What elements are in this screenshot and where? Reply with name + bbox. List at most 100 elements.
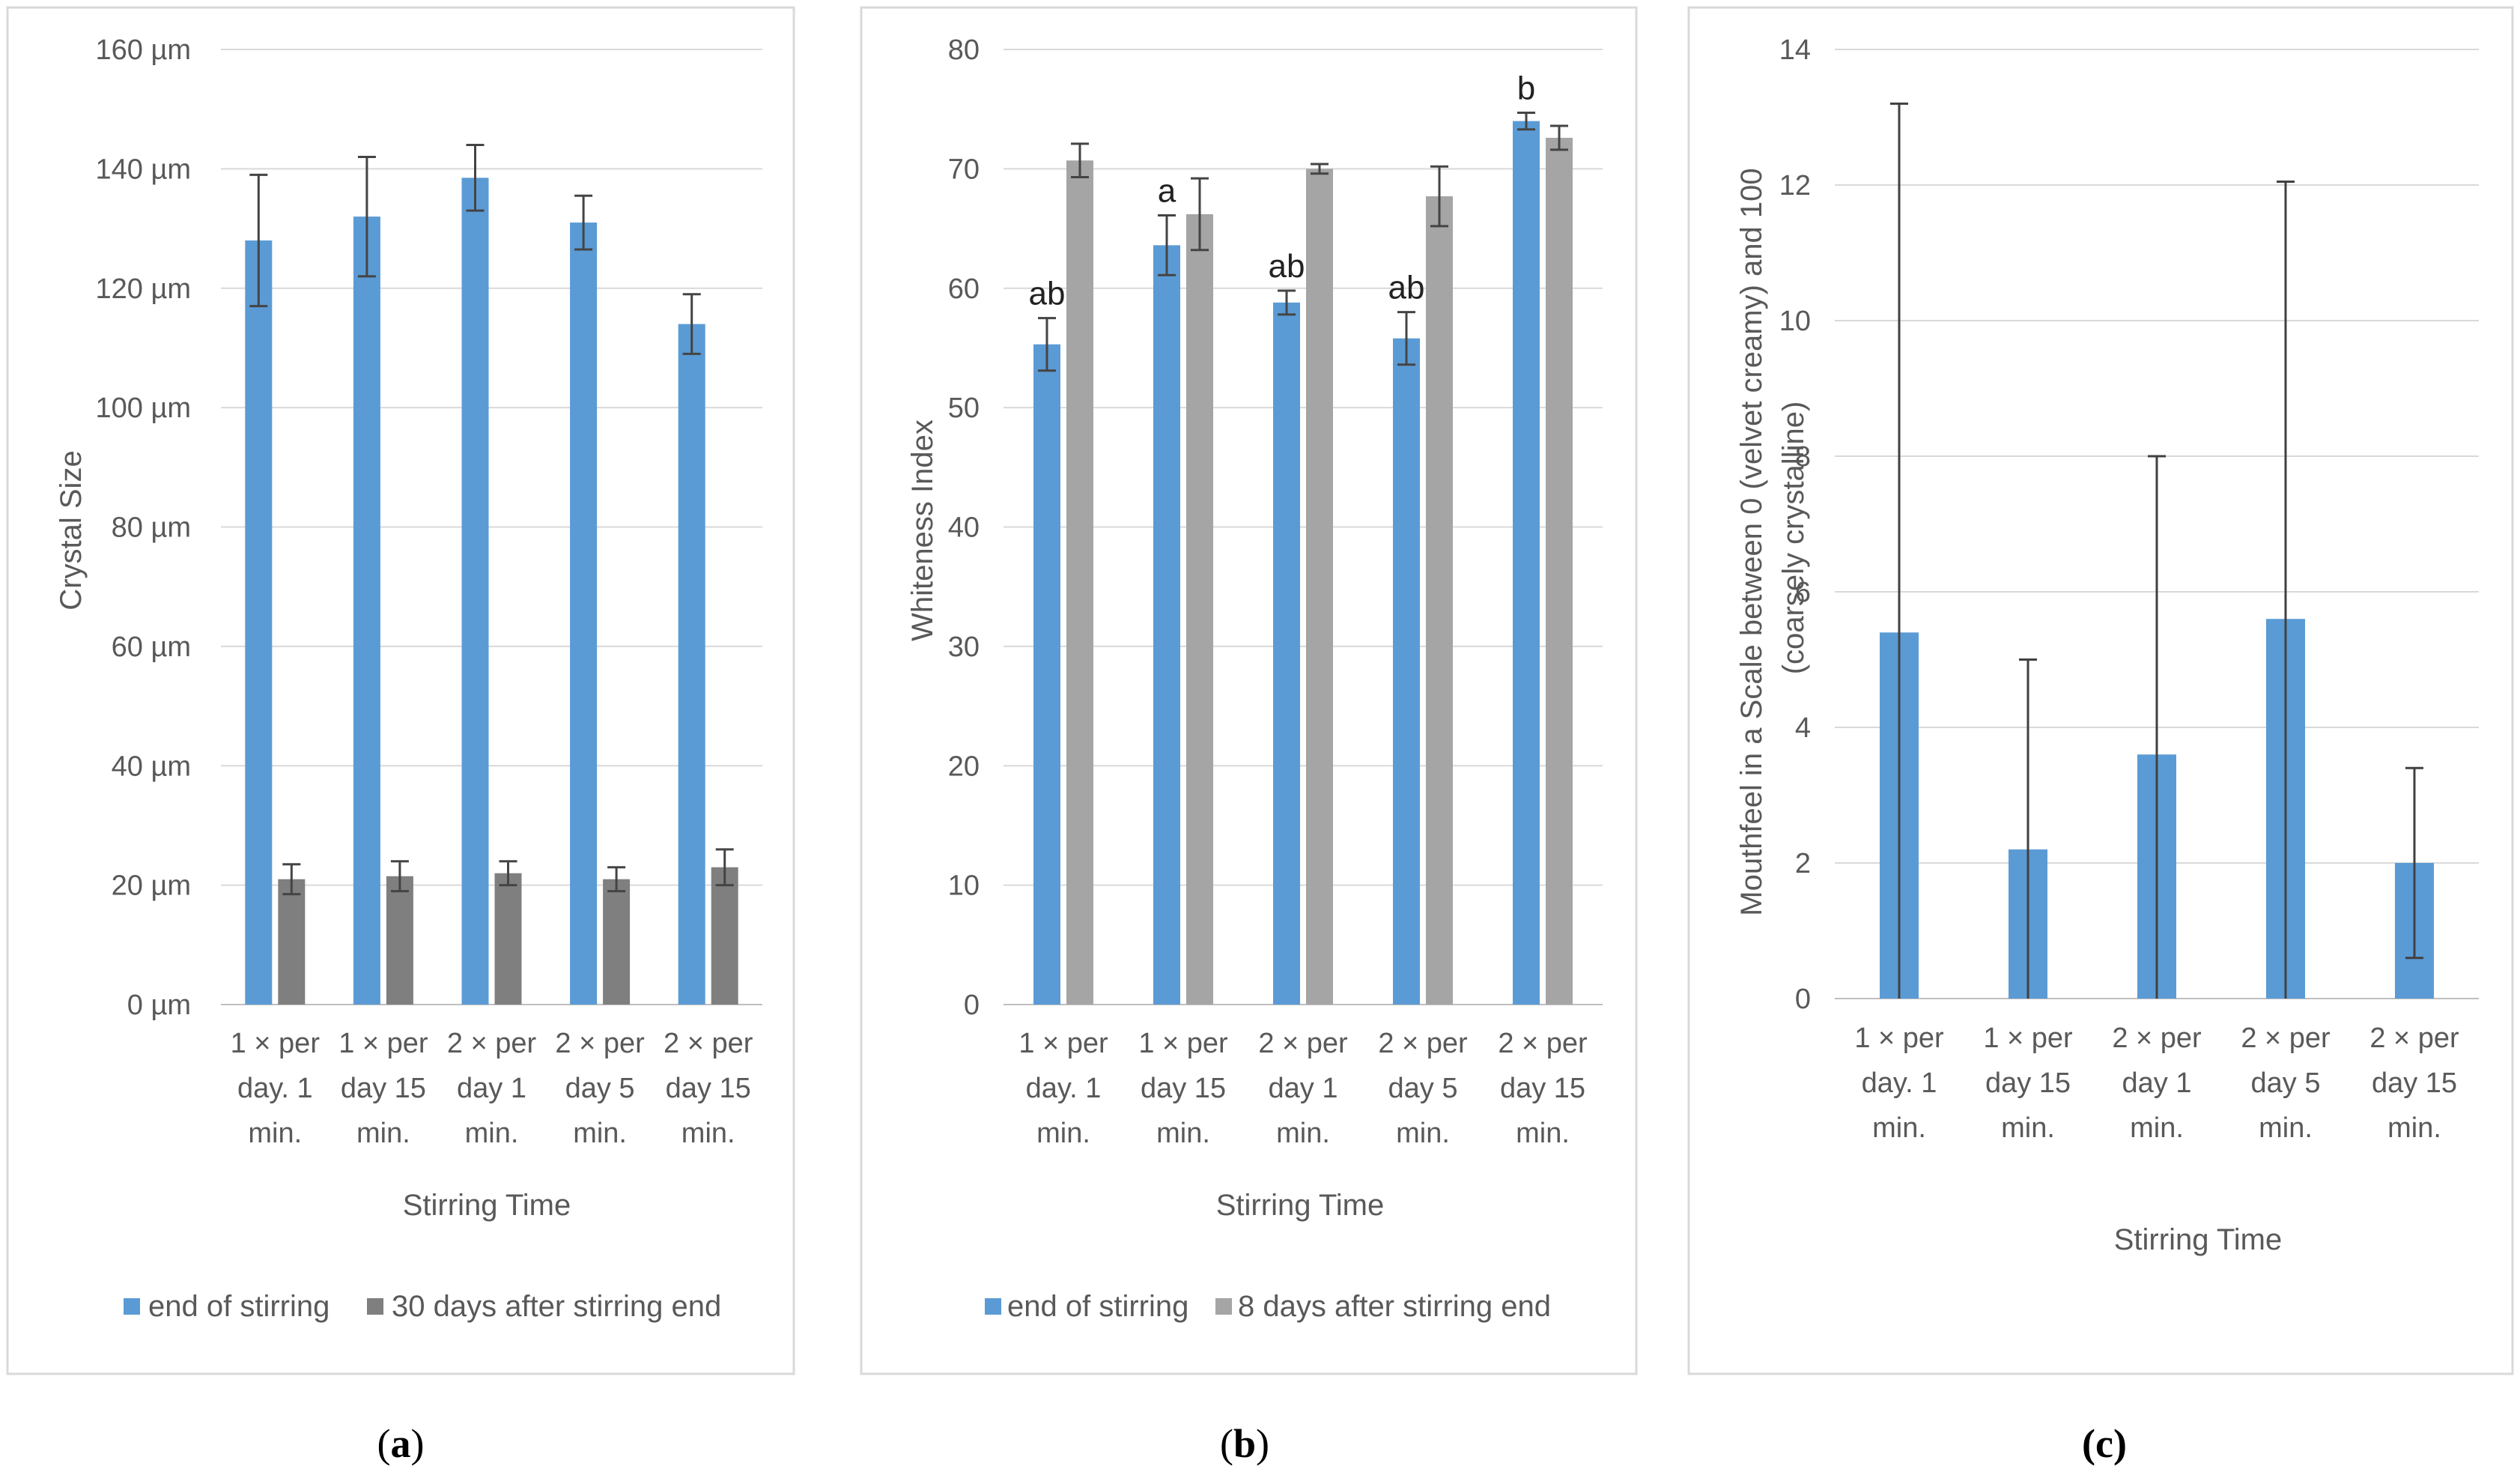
b-cat-0: 1 × per day. 1 min. xyxy=(1018,1028,1108,1149)
a-x-axis-title: Stirring Time xyxy=(403,1189,571,1222)
a-cat-4-l0: 2 × per xyxy=(664,1028,753,1059)
c-cat-4: 2 × per day 15 min. xyxy=(2369,1023,2459,1144)
a-cat-2-l0: 2 × per xyxy=(447,1028,537,1059)
c-x-axis-title: Stirring Time xyxy=(2114,1223,2283,1256)
b-bar-s0-c1 xyxy=(1153,245,1180,1005)
c-panel-label: (c) xyxy=(2082,1421,2127,1466)
b-annot-0: ab xyxy=(1029,276,1066,312)
c-ytick-1: 2 xyxy=(1795,848,1811,879)
a-cat-3-l1: day 5 xyxy=(565,1073,635,1104)
a-cat-0-l0: 1 × per xyxy=(231,1028,321,1059)
a-bar-s1-c3 xyxy=(603,879,631,1005)
c-cat-2-l2: min. xyxy=(2130,1112,2184,1144)
b-cat-0-l0: 1 × per xyxy=(1018,1028,1108,1059)
b-bar-s0-c3 xyxy=(1393,338,1420,1005)
panel-a: 0 µm 20 µm 40 µm 60 µm 80 µm 100 µm 120 … xyxy=(6,6,795,1466)
a-cat-4-l2: min. xyxy=(681,1118,735,1149)
a-cat-2-l2: min. xyxy=(465,1118,519,1149)
a-cat-1: 1 × per day 15 min. xyxy=(338,1028,428,1149)
b-ytick-6: 60 xyxy=(948,273,980,305)
panel-b-categories: 1 × per day. 1 min. 1 × per day 15 min. 2 × … xyxy=(1018,1028,1588,1149)
b-cat-1: 1 × per day 15 min. xyxy=(1138,1028,1228,1149)
b-ytick-4: 40 xyxy=(948,512,980,544)
a-cat-3-l0: 2 × per xyxy=(555,1028,645,1059)
c-cat-3-l2: min. xyxy=(2259,1112,2313,1144)
a-legend-label-1: 30 days after stirring end xyxy=(392,1290,721,1323)
b-y-axis-title: Whiteness Index xyxy=(906,420,939,641)
b-cat-4: 2 × per day 15 min. xyxy=(1498,1028,1588,1149)
b-bar-s1-c0 xyxy=(1066,160,1093,1005)
c-cat-3: 2 × per day 5 min. xyxy=(2241,1023,2331,1144)
b-legend-swatch-1 xyxy=(1215,1298,1232,1315)
c-cat-4-l1: day 15 xyxy=(2372,1067,2457,1099)
a-ytick-6: 120 µm xyxy=(95,273,191,305)
a-ytick-5: 100 µm xyxy=(95,393,191,424)
c-ytick-2: 4 xyxy=(1795,712,1811,744)
a-legend-label-0: end of stirring xyxy=(148,1290,330,1323)
b-panel-label: (b) xyxy=(1220,1421,1269,1466)
b-bar-s1-c3 xyxy=(1426,196,1453,1005)
panel-c-y-ticks: 0 2 4 6 8 10 12 14 xyxy=(1779,34,1811,1015)
panel-b-y-ticks: 0 10 20 30 40 50 60 70 80 xyxy=(948,34,980,1021)
panel-b-gridlines xyxy=(1004,49,1603,1005)
a-cat-1-l1: day 15 xyxy=(341,1073,426,1104)
a-cat-4: 2 × per day 15 min. xyxy=(664,1028,753,1149)
a-ytick-7: 140 µm xyxy=(95,154,191,185)
a-ytick-3: 60 µm xyxy=(112,631,191,663)
panel-c-bars xyxy=(1880,102,2434,999)
b-bar-s0-c2 xyxy=(1273,302,1300,1005)
a-ytick-2: 40 µm xyxy=(112,751,191,782)
b-bar-s1-c4 xyxy=(1546,137,1573,1005)
a-ytick-4: 80 µm xyxy=(112,512,191,544)
b-ytick-5: 50 xyxy=(948,393,980,424)
c-ytick-4: 8 xyxy=(1795,441,1811,473)
a-ytick-8: 160 µm xyxy=(95,34,191,66)
b-cat-4-l0: 2 × per xyxy=(1498,1028,1588,1059)
a-bar-s1-c0 xyxy=(278,879,306,1005)
b-annot-4: b xyxy=(1517,70,1535,106)
a-bar-s0-c0 xyxy=(245,240,273,1005)
b-ytick-0: 0 xyxy=(964,990,980,1021)
a-bar-s0-c3 xyxy=(570,222,598,1005)
c-ytick-5: 10 xyxy=(1779,306,1811,337)
c-cat-4-l2: min. xyxy=(2387,1112,2441,1144)
panel-a-y-ticks: 0 µm 20 µm 40 µm 60 µm 80 µm 100 µm 120 … xyxy=(95,34,191,1021)
b-cat-0-l1: day. 1 xyxy=(1026,1073,1102,1104)
a-bar-s0-c4 xyxy=(678,324,705,1005)
b-bar-s0-c4 xyxy=(1513,121,1540,1005)
a-ytick-0: 0 µm xyxy=(127,990,191,1021)
a-y-axis-title: Crystal Size xyxy=(55,450,88,610)
b-cat-1-l1: day 15 xyxy=(1141,1073,1226,1104)
b-cat-1-l0: 1 × per xyxy=(1138,1028,1228,1059)
b-ytick-3: 30 xyxy=(948,631,980,663)
panel-a-bars xyxy=(245,144,738,1005)
b-panel-letter: b xyxy=(1233,1421,1256,1466)
a-cat-4-l1: day 15 xyxy=(666,1073,751,1104)
panel-a-categories: 1 × per day. 1 min. 1 × per day 15 min. 2 × … xyxy=(231,1028,753,1149)
a-legend-swatch-1 xyxy=(367,1298,383,1315)
c-cat-4-l0: 2 × per xyxy=(2369,1023,2459,1054)
b-cat-3-l0: 2 × per xyxy=(1378,1028,1468,1059)
b-ytick-8: 80 xyxy=(948,34,980,66)
b-bar-s1-c2 xyxy=(1306,169,1333,1005)
c-y-axis-title-l1: (coarsely crystalline) xyxy=(1777,402,1810,675)
b-cat-4-l2: min. xyxy=(1516,1118,1570,1149)
b-cat-3-l1: day 5 xyxy=(1388,1073,1458,1104)
b-cat-4-l1: day 15 xyxy=(1500,1073,1585,1104)
b-cat-2-l0: 2 × per xyxy=(1258,1028,1348,1059)
b-legend-label-0: end of stirring xyxy=(1007,1290,1188,1323)
c-cat-0-l2: min. xyxy=(1872,1112,1926,1144)
c-cat-0: 1 × per day. 1 min. xyxy=(1854,1023,1944,1144)
a-cat-1-l2: min. xyxy=(356,1118,410,1149)
a-cat-0: 1 × per day. 1 min. xyxy=(231,1028,321,1149)
panel-b-bars xyxy=(1033,111,1573,1005)
a-cat-3-l2: min. xyxy=(573,1118,627,1149)
c-cat-2-l1: day 1 xyxy=(2122,1067,2192,1099)
panel-c-categories: 1 × per day. 1 min. 1 × per day 15 min. 2 × … xyxy=(1854,1023,2459,1144)
c-cat-1: 1 × per day 15 min. xyxy=(1983,1023,2073,1144)
c-cat-2: 2 × per day 1 min. xyxy=(2112,1023,2202,1144)
a-panel-label: (a) xyxy=(377,1421,425,1466)
panel-c: 0 2 4 6 8 10 12 14 1 × per day. 1 min. 1 ×… xyxy=(1687,6,2514,1466)
b-annot-3: ab xyxy=(1388,270,1425,306)
b-ytick-1: 10 xyxy=(948,870,980,902)
